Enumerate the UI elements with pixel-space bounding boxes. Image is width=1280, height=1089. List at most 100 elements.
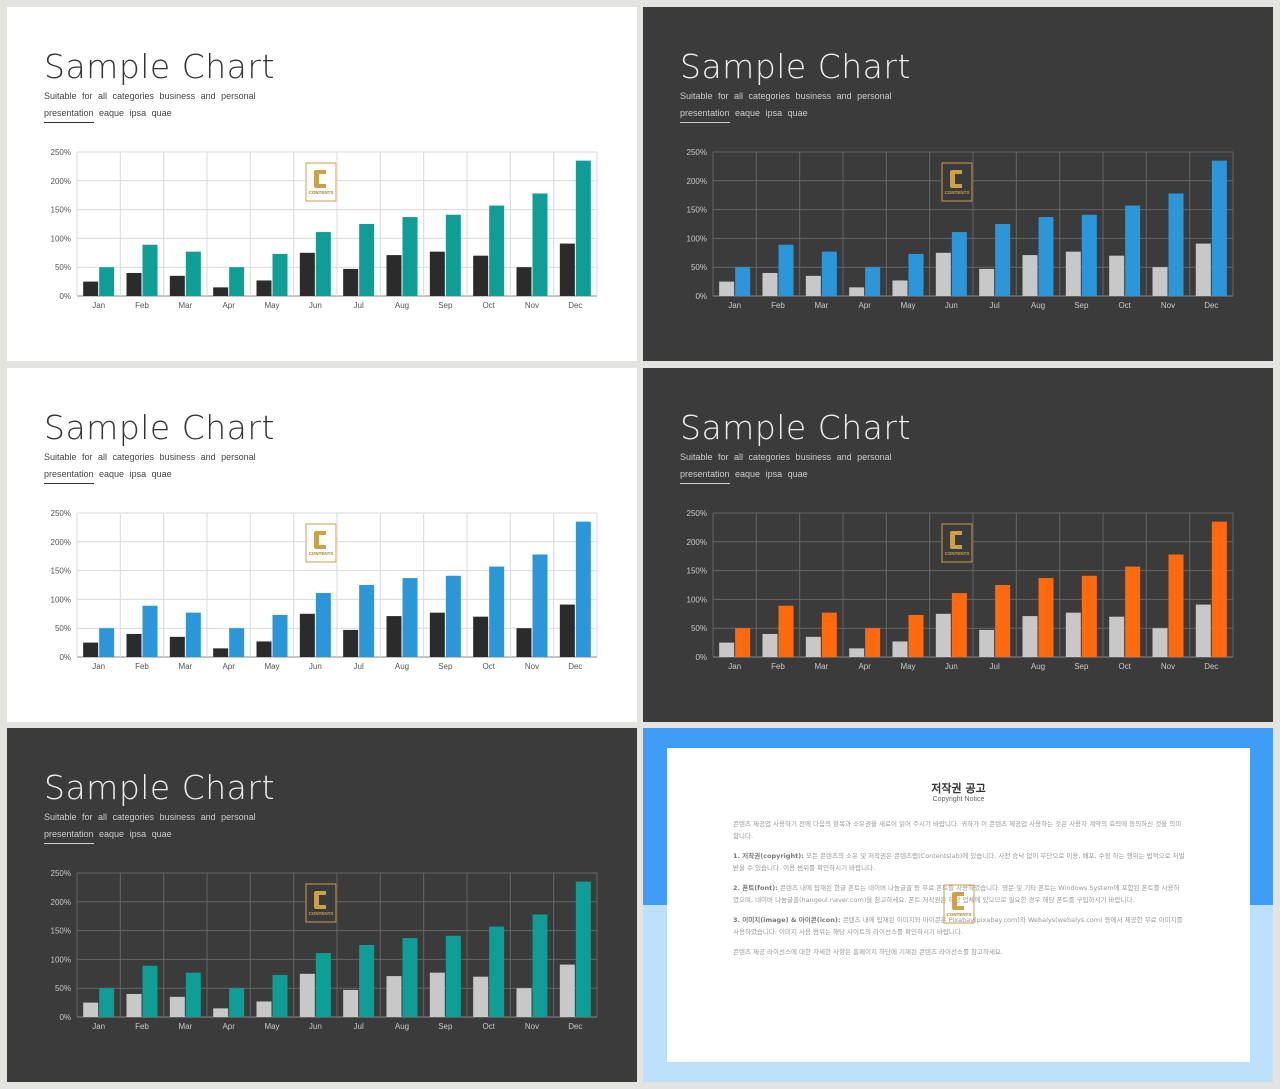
bar-series-2 bbox=[99, 267, 115, 296]
x-tick-label: Feb bbox=[135, 301, 149, 310]
bar-series-1 bbox=[213, 1008, 229, 1017]
bar-series-1 bbox=[83, 1002, 99, 1017]
x-tick-label: Dec bbox=[1204, 301, 1218, 310]
bar-series-2 bbox=[359, 945, 375, 1017]
slide-subtitle-line1: Suitable for all categories business and… bbox=[44, 812, 256, 822]
bar-series-2 bbox=[735, 267, 751, 296]
bar-series-1 bbox=[343, 268, 359, 296]
slide-subtitle-line1: Suitable for all categories business and… bbox=[680, 91, 892, 101]
bar-series-1 bbox=[169, 996, 185, 1017]
y-tick-label: 250% bbox=[51, 869, 71, 878]
bar-series-1 bbox=[762, 633, 778, 657]
bar-series-1 bbox=[719, 281, 735, 296]
notice-paragraph: 1. 저작권(copyright): 모든 콘텐츠의 소유 및 저작권은 콘텐츠… bbox=[733, 852, 1185, 872]
x-tick-label: Sep bbox=[1074, 662, 1089, 671]
bar-series-2 bbox=[1125, 205, 1141, 296]
bar-series-2 bbox=[142, 605, 158, 657]
bar-series-2 bbox=[865, 628, 881, 657]
slide-title: Sample Chart bbox=[44, 768, 275, 807]
x-tick-label: May bbox=[900, 662, 915, 671]
chart-slide-4: Sample Chart Suitable for all categories… bbox=[643, 368, 1273, 722]
logo-text: CONTENTS bbox=[945, 190, 970, 195]
bar-series-2 bbox=[1125, 566, 1141, 657]
bar-series-1 bbox=[805, 636, 821, 657]
bar-series-1 bbox=[719, 642, 735, 657]
x-tick-label: Mar bbox=[814, 301, 828, 310]
x-tick-label: Jan bbox=[92, 301, 105, 310]
x-tick-label: Jan bbox=[92, 1022, 105, 1031]
bar-series-1 bbox=[805, 275, 821, 296]
y-tick-label: 100% bbox=[51, 234, 71, 243]
x-tick-label: Aug bbox=[1031, 662, 1045, 671]
bar-series-1 bbox=[1152, 628, 1168, 657]
y-tick-label: 250% bbox=[51, 509, 71, 518]
x-tick-label: Oct bbox=[482, 662, 495, 671]
bar-series-1 bbox=[343, 989, 359, 1017]
x-tick-label: Jul bbox=[354, 1022, 364, 1031]
x-tick-label: Feb bbox=[135, 662, 149, 671]
bar-series-1 bbox=[892, 641, 908, 657]
bar-series-1 bbox=[473, 616, 489, 657]
bar-chart: 0% 50% 100% 150% 200% 250% Jan Feb Mar Apr May Jun J… bbox=[51, 509, 598, 671]
x-tick-label: Feb bbox=[771, 301, 785, 310]
bar-series-1 bbox=[429, 251, 445, 296]
bar-chart: 0% 50% 100% 150% 200% 250% Jan Feb Mar Apr May Jun J… bbox=[51, 869, 598, 1031]
notice-paragraph: 콘텐츠 제공업 사용하기 전에 다음의 항목과 소유권을 새로이 읽어 주시기 … bbox=[733, 820, 1182, 840]
y-tick-label: 0% bbox=[695, 653, 707, 662]
x-tick-label: Oct bbox=[1118, 301, 1131, 310]
bar-series-1 bbox=[559, 964, 575, 1017]
bar-series-2 bbox=[229, 267, 245, 296]
bar-series-1 bbox=[126, 272, 142, 296]
bar-series-1 bbox=[1109, 255, 1125, 296]
y-tick-label: 200% bbox=[51, 538, 71, 547]
chart-slide-3: Sample Chart Suitable for all categories… bbox=[7, 368, 637, 722]
x-tick-label: Sep bbox=[438, 1022, 453, 1031]
bar-series-2 bbox=[778, 244, 794, 296]
notice-paragraph: 3. 이미지(image) & 아이콘(icon): 콘텐츠 내에 탑재된 이미… bbox=[733, 916, 1183, 936]
bar-series-1 bbox=[256, 641, 272, 657]
y-tick-label: 0% bbox=[59, 1013, 71, 1022]
bar-series-1 bbox=[516, 628, 532, 657]
y-tick-label: 250% bbox=[51, 148, 71, 157]
x-tick-label: Jun bbox=[309, 301, 322, 310]
x-tick-label: Aug bbox=[395, 1022, 409, 1031]
bar-series-2 bbox=[1081, 214, 1097, 296]
bar-series-1 bbox=[979, 268, 995, 296]
x-tick-label: Dec bbox=[568, 301, 582, 310]
bar-series-2 bbox=[272, 614, 288, 657]
bar-series-1 bbox=[429, 972, 445, 1017]
y-tick-label: 50% bbox=[55, 624, 71, 633]
bar-series-1 bbox=[386, 616, 402, 657]
notice-subtitle: Copyright Notice bbox=[932, 796, 985, 803]
slide-title: Sample Chart bbox=[680, 408, 911, 447]
x-tick-label: Apr bbox=[858, 301, 871, 310]
bar-series-1 bbox=[559, 604, 575, 657]
slide-subtitle-line2: presentation eaque ipsa quae bbox=[44, 829, 172, 839]
x-tick-label: Nov bbox=[525, 301, 539, 310]
y-tick-label: 50% bbox=[691, 624, 707, 633]
y-tick-label: 50% bbox=[691, 263, 707, 272]
bar-series-2 bbox=[272, 974, 288, 1017]
bar-series-1 bbox=[849, 648, 865, 657]
x-tick-label: Nov bbox=[525, 662, 539, 671]
y-tick-label: 250% bbox=[687, 148, 707, 157]
slide-subtitle-line1: Suitable for all categories business and… bbox=[680, 452, 892, 462]
bar-series-1 bbox=[892, 280, 908, 296]
y-tick-label: 200% bbox=[687, 177, 707, 186]
subtitle-underline bbox=[680, 122, 730, 123]
bar-series-1 bbox=[935, 252, 951, 296]
bar-series-2 bbox=[1168, 193, 1184, 296]
x-tick-label: Dec bbox=[568, 662, 582, 671]
bar-series-2 bbox=[489, 926, 505, 1017]
bar-series-1 bbox=[979, 629, 995, 657]
bar-series-1 bbox=[386, 976, 402, 1017]
x-tick-label: Oct bbox=[482, 301, 495, 310]
y-tick-label: 150% bbox=[51, 567, 71, 576]
y-tick-label: 0% bbox=[695, 292, 707, 301]
bar-series-2 bbox=[951, 232, 967, 296]
bar-series-1 bbox=[169, 636, 185, 657]
bar-series-2 bbox=[402, 578, 418, 657]
x-tick-label: Apr bbox=[222, 1022, 235, 1031]
x-tick-label: Sep bbox=[438, 301, 453, 310]
bar-series-2 bbox=[995, 224, 1011, 296]
